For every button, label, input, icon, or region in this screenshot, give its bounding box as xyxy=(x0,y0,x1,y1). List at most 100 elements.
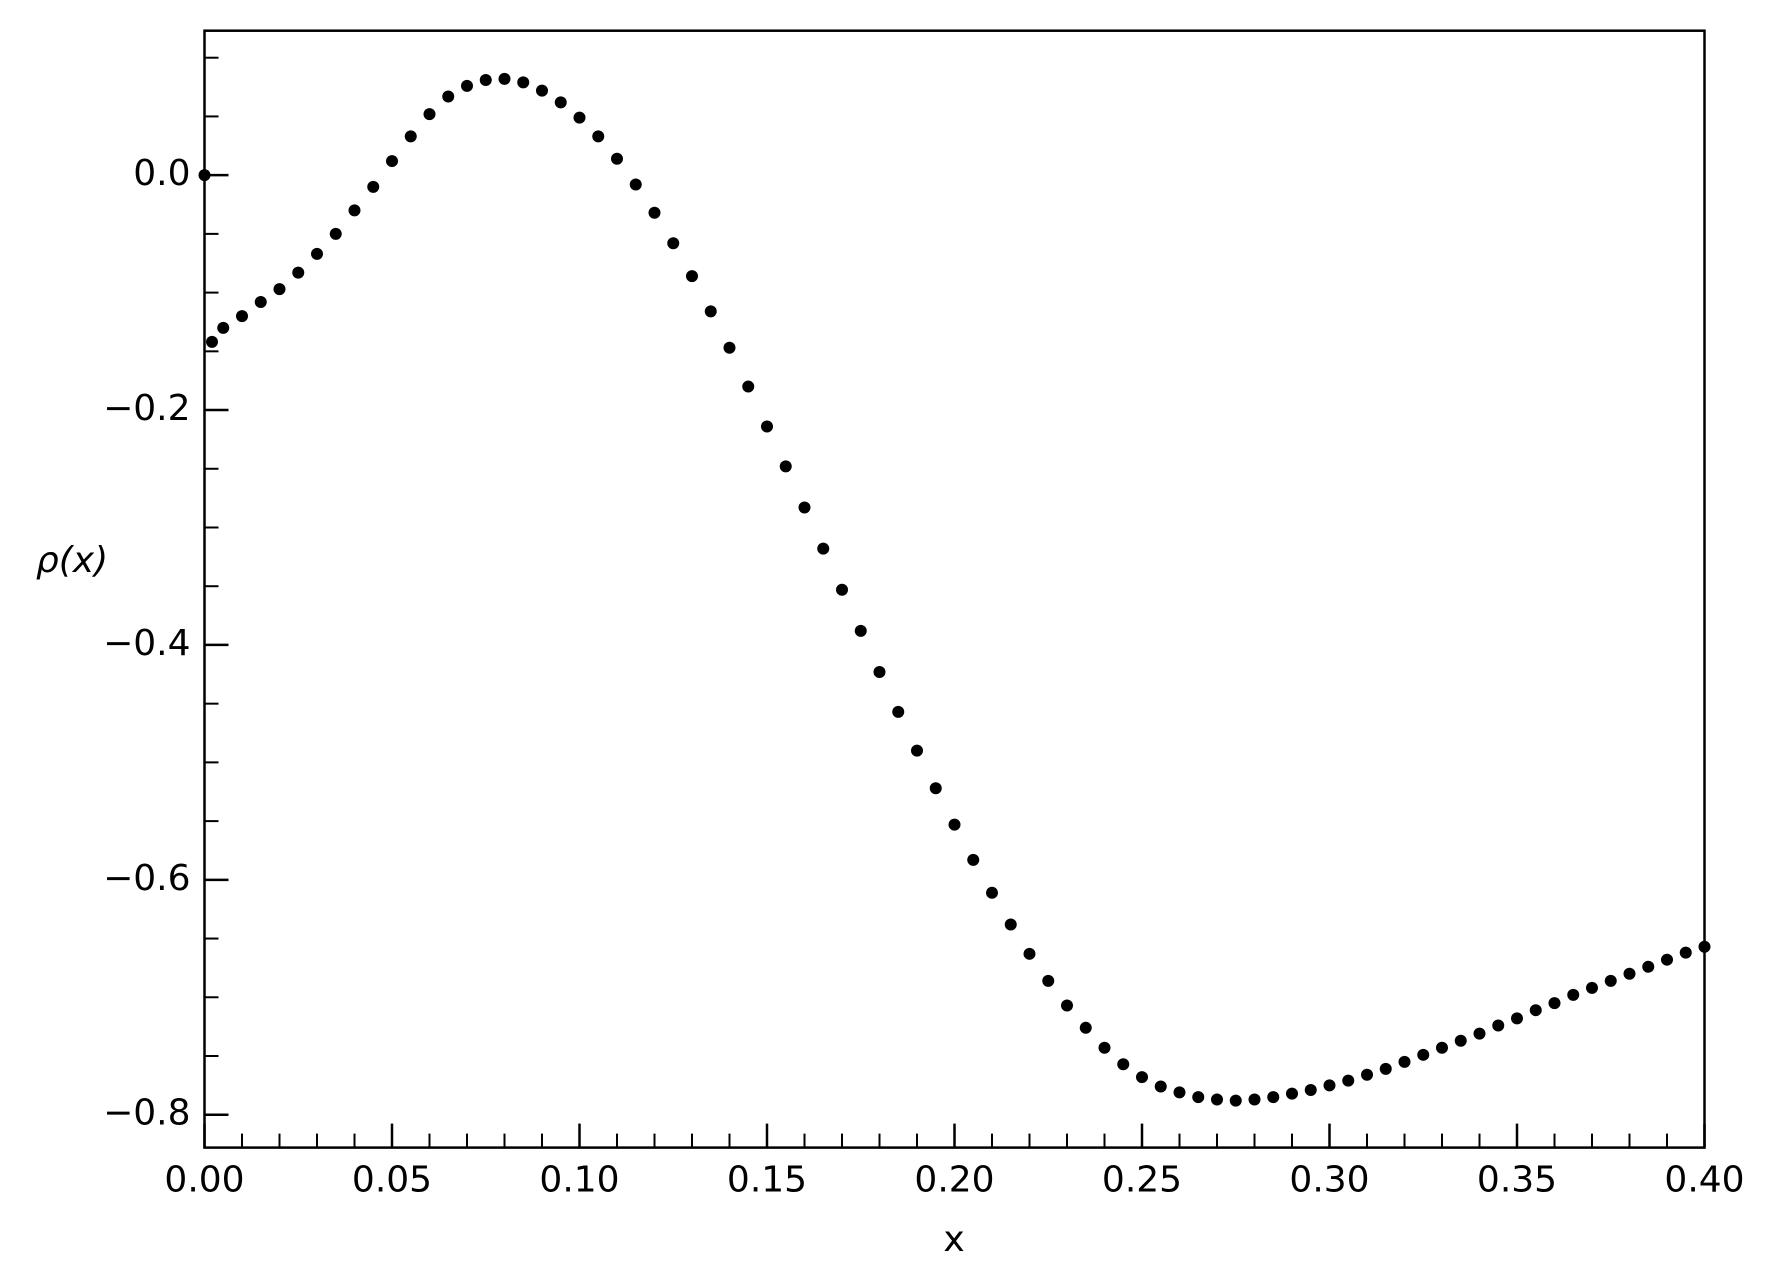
point xyxy=(1604,974,1617,987)
point xyxy=(1379,1062,1392,1075)
plot-frame xyxy=(203,29,1706,1149)
point xyxy=(1061,999,1073,1012)
point xyxy=(686,270,698,283)
point xyxy=(1642,960,1655,973)
point xyxy=(1098,1041,1111,1054)
point xyxy=(611,152,623,165)
point xyxy=(742,380,755,393)
y-axis-label: ρ(x) xyxy=(36,540,108,581)
point xyxy=(1511,1012,1523,1025)
point xyxy=(254,295,267,308)
point xyxy=(1042,974,1055,987)
point xyxy=(517,76,530,89)
point xyxy=(667,237,680,250)
point xyxy=(1529,1004,1542,1017)
y-tick-label: 0.0 xyxy=(133,153,190,194)
point xyxy=(854,624,867,637)
point xyxy=(629,178,642,191)
point xyxy=(648,206,661,219)
x-tick-label: 0.35 xyxy=(1477,1160,1557,1201)
point xyxy=(1154,1080,1167,1093)
point xyxy=(348,204,361,217)
x-tick-label: 0.00 xyxy=(164,1160,244,1201)
point xyxy=(1323,1079,1336,1092)
point xyxy=(911,744,923,757)
point xyxy=(592,130,605,143)
point xyxy=(386,155,398,168)
point xyxy=(948,818,961,831)
point xyxy=(1623,967,1636,980)
point xyxy=(1173,1086,1186,1099)
y-tick-label: −0.8 xyxy=(103,1093,190,1134)
point xyxy=(1586,981,1598,994)
point xyxy=(498,72,511,85)
point xyxy=(479,74,492,87)
point xyxy=(1192,1091,1205,1104)
point xyxy=(779,460,792,473)
point xyxy=(442,90,455,103)
point xyxy=(423,108,436,121)
point xyxy=(1342,1074,1355,1087)
point xyxy=(236,310,248,323)
point xyxy=(761,420,773,433)
point xyxy=(1229,1094,1242,1107)
x-tick-label: 0.10 xyxy=(539,1160,619,1201)
point xyxy=(536,84,548,97)
point xyxy=(1267,1091,1280,1104)
point xyxy=(461,79,473,92)
point xyxy=(817,542,830,555)
point xyxy=(929,782,942,795)
point xyxy=(1567,988,1580,1001)
point xyxy=(704,305,717,318)
x-tick-label: 0.20 xyxy=(914,1160,994,1201)
point xyxy=(723,341,736,354)
point xyxy=(1492,1019,1505,1032)
y-tick-label: −0.6 xyxy=(103,858,190,899)
point xyxy=(206,335,218,348)
point xyxy=(1436,1041,1448,1054)
point xyxy=(1023,947,1036,960)
point xyxy=(554,96,567,109)
point xyxy=(1454,1034,1467,1047)
point xyxy=(1679,946,1692,959)
x-axis-label: x xyxy=(943,1219,964,1260)
point xyxy=(967,853,980,866)
point xyxy=(292,266,305,279)
point xyxy=(1698,940,1711,953)
point xyxy=(1548,997,1561,1010)
point xyxy=(1417,1048,1430,1061)
point xyxy=(1304,1084,1317,1097)
point xyxy=(367,180,380,193)
point xyxy=(1286,1087,1298,1100)
point xyxy=(573,111,586,124)
y-tick-label: −0.4 xyxy=(103,623,190,664)
point xyxy=(329,227,342,240)
point xyxy=(311,247,323,260)
y-tick-label: −0.2 xyxy=(103,388,190,429)
point xyxy=(1211,1093,1223,1106)
x-tick-label: 0.30 xyxy=(1289,1160,1369,1201)
point xyxy=(798,501,811,514)
point xyxy=(404,130,417,143)
x-tick-label: 0.25 xyxy=(1102,1160,1182,1201)
point xyxy=(1473,1027,1486,1040)
point xyxy=(217,321,230,334)
point xyxy=(873,665,886,678)
point xyxy=(1361,1068,1373,1081)
point xyxy=(1136,1071,1148,1084)
x-tick-label: 0.15 xyxy=(727,1160,807,1201)
point xyxy=(1079,1021,1092,1034)
point xyxy=(1661,953,1673,966)
point xyxy=(1117,1058,1130,1071)
point xyxy=(1398,1055,1411,1068)
point xyxy=(198,169,211,182)
point xyxy=(1248,1093,1261,1106)
x-tick-label: 0.05 xyxy=(352,1160,432,1201)
point xyxy=(836,583,848,596)
point xyxy=(1004,918,1017,931)
point xyxy=(892,705,905,718)
point xyxy=(986,886,998,899)
x-tick-label: 0.40 xyxy=(1664,1160,1744,1201)
